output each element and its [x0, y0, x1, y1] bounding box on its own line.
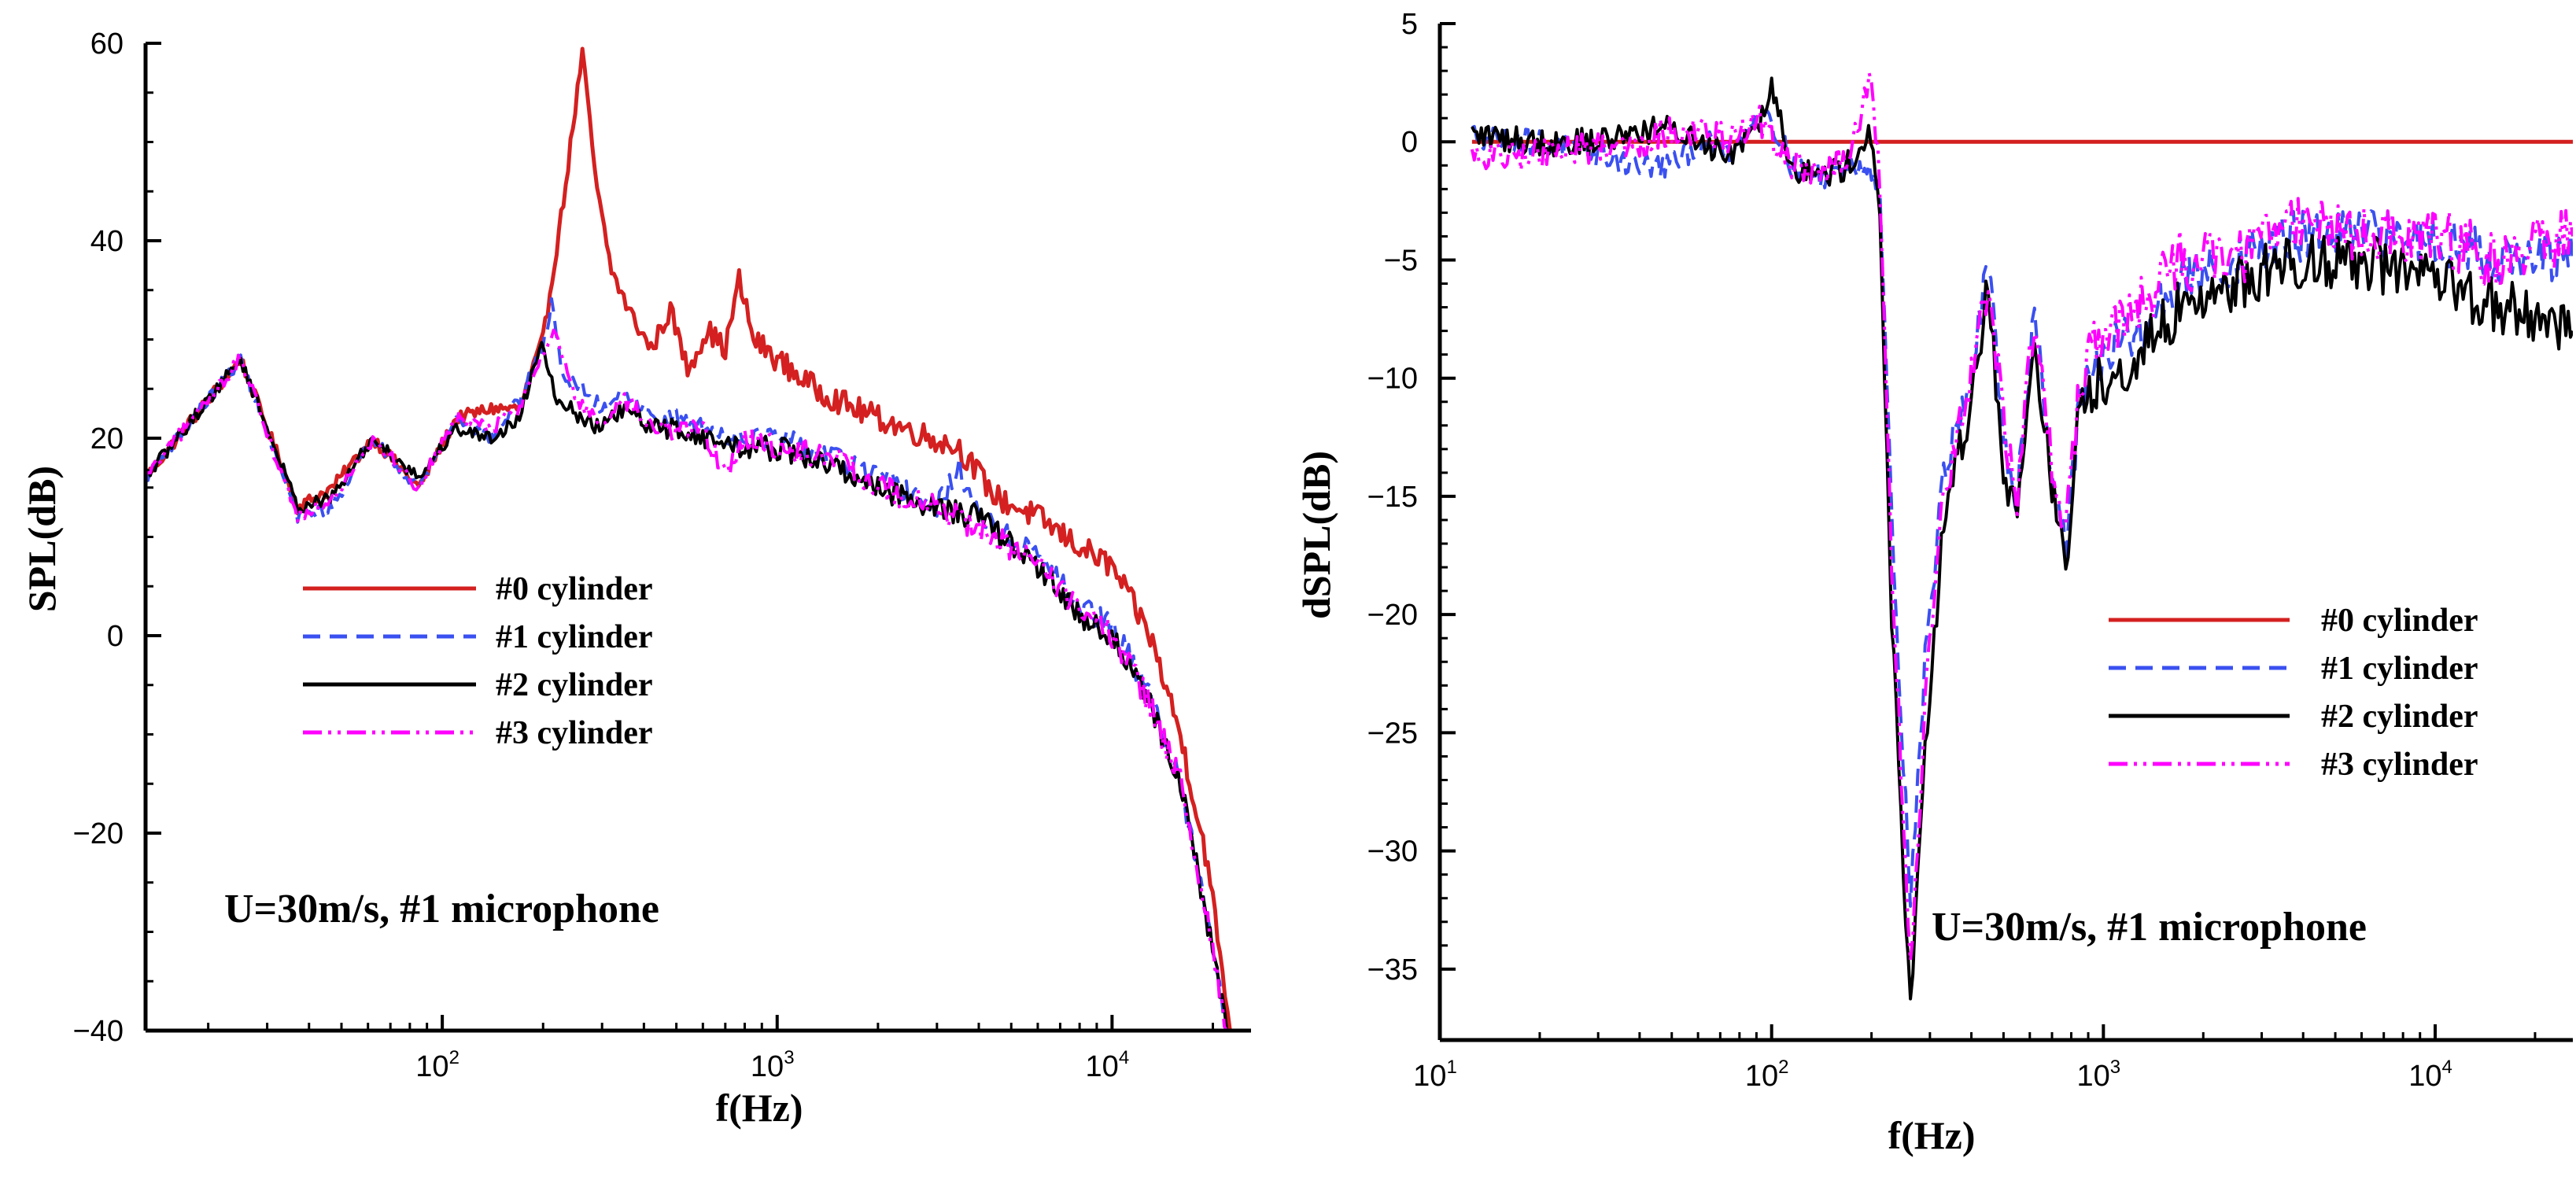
spl-y-tick-label: 20 [90, 422, 124, 456]
dspl-axes [1437, 24, 2573, 1042]
spl-y-axis-title: SPL(dB) [20, 466, 64, 612]
spl-legend-label-1: #1 cylinder [496, 619, 652, 655]
dspl-legend-label-1: #1 cylinder [2321, 651, 2478, 687]
spl-y-ticks: 60 40 20 0 −20 −40 [73, 28, 161, 1048]
dspl-legend-label-2: #2 cylinder [2321, 699, 2478, 735]
dspl-y-tick-label: −5 [1384, 244, 1418, 277]
dspl-series-group [1470, 71, 2573, 1001]
spl-y-tick-label: 0 [107, 620, 124, 653]
dspl-series-line-3 [1470, 71, 2573, 963]
dspl-y-tick-label: 5 [1401, 8, 1418, 41]
dspl-legend: #0 cylinder #1 cylinder #2 cylinder #3 cyli… [2109, 603, 2478, 783]
spl-x-tick-label: 102 [415, 1047, 459, 1083]
spl-y-tick-label: 60 [90, 28, 124, 61]
dspl-x-tick-label: 103 [2077, 1057, 2121, 1093]
dspl-y-tick-label: −25 [1367, 717, 1418, 750]
dspl-legend-label-0: #0 cylinder [2321, 603, 2478, 639]
spl-x-tick-label: 104 [1086, 1047, 1130, 1083]
dspl-x-ticks: 101 102 103 104 [1413, 1024, 2537, 1093]
dspl-y-ticks: 5 0 −5 −10 −15 −20 −25 −30 −35 [1367, 8, 1456, 987]
spl-y-tick-label: 40 [90, 225, 124, 258]
dspl-y-tick-label: −10 [1367, 363, 1418, 396]
dspl-chart: 5 0 −5 −10 −15 −20 −25 −30 −35 101 102 103 104 f(Hz… [1294, 8, 2573, 1157]
dspl-x-tick-label: 101 [1413, 1057, 1457, 1093]
spl-y-tick-label: −20 [73, 817, 124, 850]
spl-chart: 60 40 20 0 −20 −40 102 103 104 f(Hz) SPL(dB) U=… [20, 28, 1251, 1130]
spl-x-tick-label: 103 [751, 1047, 795, 1083]
dspl-y-tick-label: −20 [1367, 599, 1418, 632]
dspl-series-line-1 [1471, 109, 2573, 908]
dspl-y-tick-label: −15 [1367, 481, 1418, 514]
spl-legend-label-2: #2 cylinder [496, 667, 652, 703]
dspl-x-tick-label: 102 [1745, 1057, 1789, 1093]
dspl-x-tick-label: 104 [2408, 1057, 2452, 1093]
dspl-x-axis-title: f(Hz) [1888, 1113, 1975, 1157]
spl-x-axis-title: f(Hz) [715, 1086, 803, 1130]
spl-legend-label-3: #3 cylinder [496, 715, 652, 751]
dspl-annotation: U=30m/s, #1 microphone [1932, 905, 2367, 950]
spl-y-tick-label: −40 [73, 1015, 124, 1048]
dspl-y-tick-label: 0 [1401, 126, 1418, 159]
spl-axes [143, 43, 1251, 1033]
spl-annotation: U=30m/s, #1 microphone [224, 887, 659, 931]
dspl-series-line-2 [1471, 76, 2573, 1001]
spl-series-line-1 [146, 297, 1228, 1031]
spl-x-ticks: 102 103 104 [207, 1015, 1215, 1083]
spl-legend: #0 cylinder #1 cylinder #2 cylinder #3 cyli… [303, 571, 652, 751]
spl-series-line-0 [146, 46, 1232, 1031]
spl-series-group [146, 46, 1232, 1032]
dspl-y-axis-title: dSPL(dB) [1294, 451, 1338, 619]
spl-legend-label-0: #0 cylinder [496, 571, 652, 607]
dspl-legend-label-3: #3 cylinder [2321, 747, 2478, 783]
dspl-y-tick-label: −30 [1367, 835, 1418, 869]
spl-series-line-3 [146, 328, 1228, 1032]
dspl-y-tick-label: −35 [1367, 953, 1418, 987]
